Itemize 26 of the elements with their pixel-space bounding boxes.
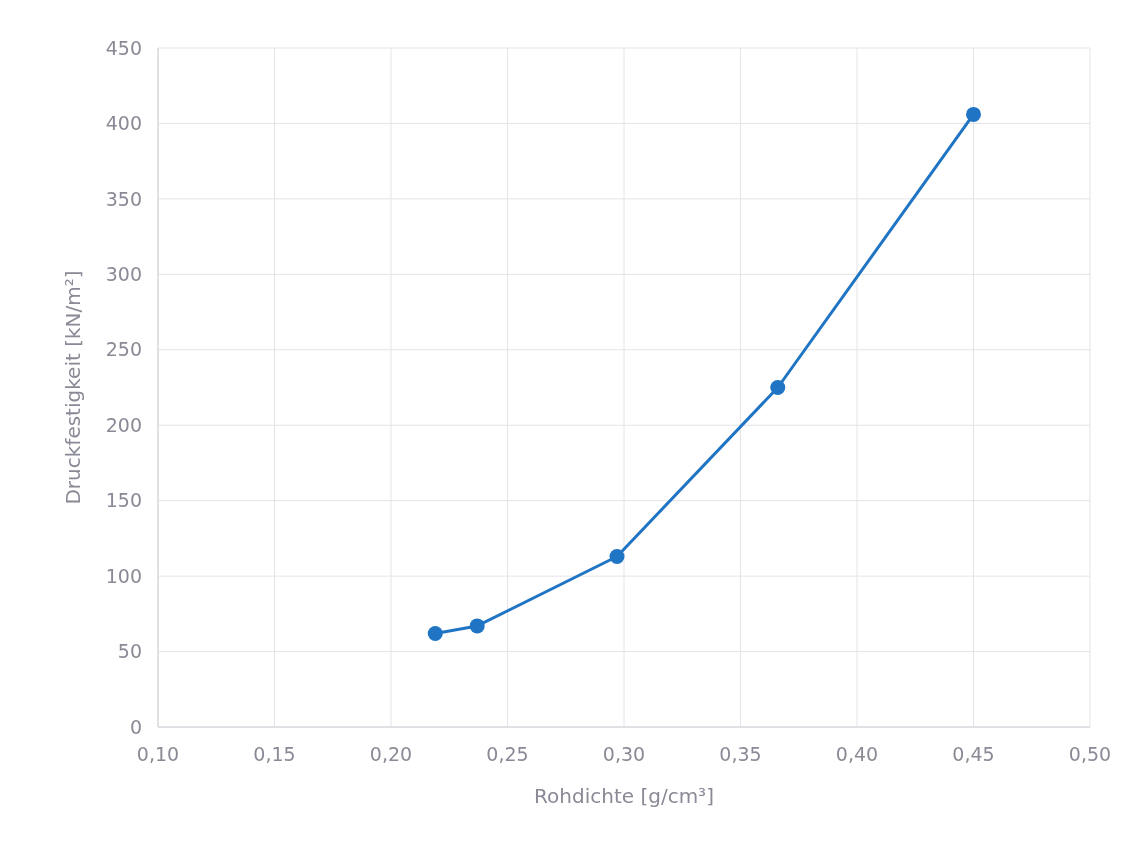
x-tick-label: 0,45	[952, 743, 995, 765]
y-tick-label: 300	[105, 262, 142, 285]
point	[966, 106, 981, 122]
x-tick-label: 0,50	[1068, 743, 1112, 765]
y-axis-title: Druckfestigkeit [kN/m²]	[61, 270, 85, 505]
y-tick-label: 150	[105, 489, 142, 512]
x-tick-label: 0,35	[719, 743, 762, 765]
y-tick-label: 450	[105, 36, 142, 59]
y-tick-label: 100	[105, 564, 142, 587]
point	[469, 618, 485, 634]
x-tick-label: 0,30	[602, 743, 646, 765]
x-tick-label: 0,40	[835, 743, 879, 765]
y-tick-label: 350	[105, 187, 142, 210]
y-tick-label: 250	[105, 338, 142, 361]
x-tick-label: 0,15	[253, 743, 296, 765]
y-tick-label: 400	[105, 112, 142, 135]
x-tick-label: 0,25	[486, 743, 529, 765]
x-tick-label: 0,20	[369, 743, 413, 765]
x-axis-title: Rohdichte [g/cm³]	[534, 784, 714, 808]
point	[770, 380, 786, 395]
point	[609, 549, 625, 564]
y-tick-label: 50	[117, 640, 142, 663]
y-tick-label: 0	[129, 715, 142, 738]
x-tick-label: 0,10	[136, 743, 180, 765]
point	[427, 625, 443, 641]
y-tick-label: 200	[105, 413, 142, 436]
